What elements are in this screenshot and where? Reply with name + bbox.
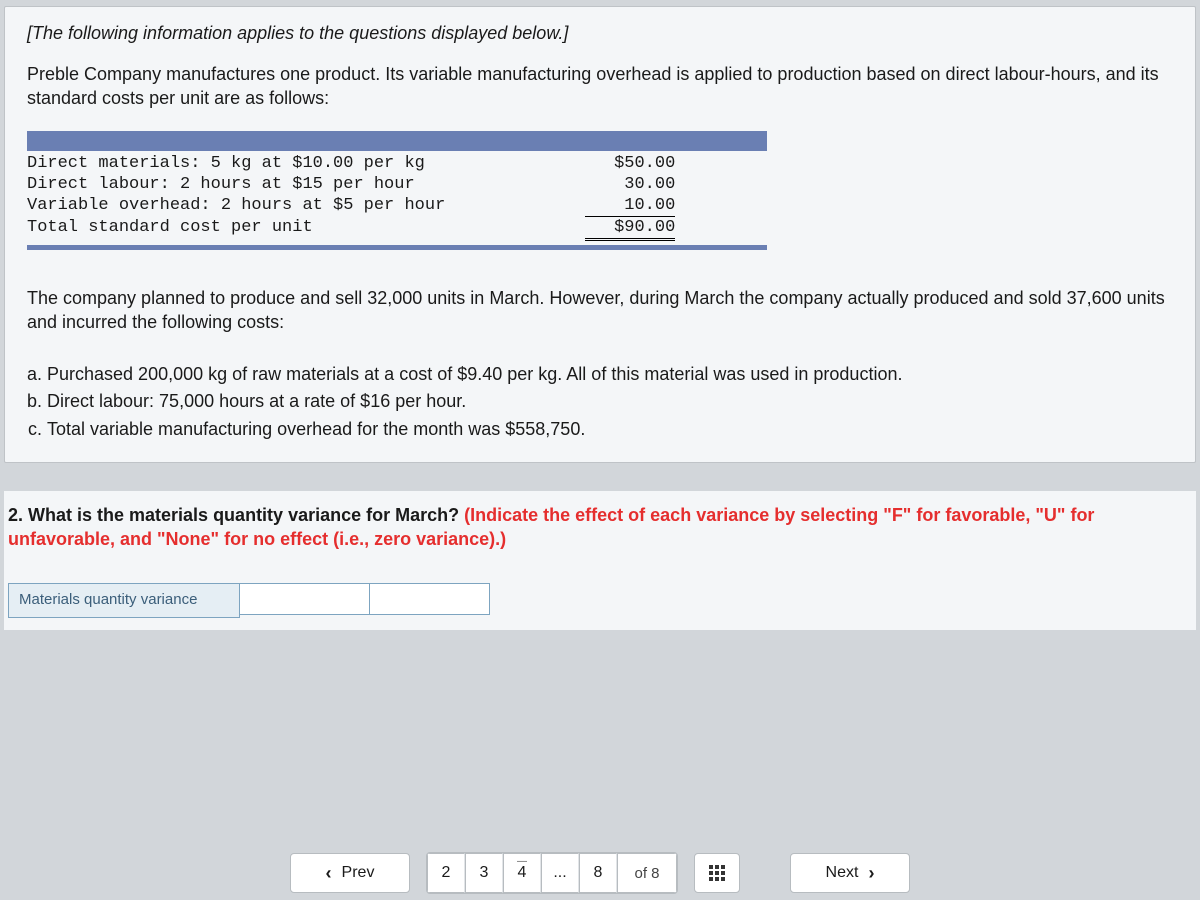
page-total-label: of 8 [617, 853, 677, 893]
page-button[interactable]: 8 [579, 853, 617, 893]
cost-desc: Total standard cost per unit [27, 216, 585, 239]
chevron-right-icon: › [868, 863, 874, 884]
next-label: Next [826, 864, 859, 882]
page-number: 2 [442, 864, 451, 882]
standard-cost-block: Direct materials: 5 kg at $10.00 per kg … [27, 131, 1173, 250]
page-ellipsis: ... [541, 853, 579, 893]
table-row: Direct labour: 2 hours at $15 per hour 3… [27, 174, 675, 195]
cost-desc: Variable overhead: 2 hours at $5 per hou… [27, 195, 585, 217]
cost-amount: $50.00 [585, 153, 675, 174]
variance-amount-input[interactable] [240, 583, 370, 615]
table-row: Direct materials: 5 kg at $10.00 per kg … [27, 153, 675, 174]
list-item: Total variable manufacturing overhead fo… [47, 417, 1173, 442]
page-button[interactable]: ― 4 [503, 853, 541, 893]
intro-paragraph: Preble Company manufactures one product.… [27, 62, 1173, 111]
cost-desc: Direct labour: 2 hours at $15 per hour [27, 174, 585, 195]
question-grid-button[interactable] [694, 853, 740, 893]
chevron-left-icon: ‹ [326, 863, 332, 884]
answer-row: Materials quantity variance [8, 583, 1192, 617]
cost-amount-total: $90.00 [585, 216, 675, 239]
answer-label-cell: Materials quantity variance [8, 583, 240, 617]
next-button[interactable]: Next › [790, 853, 910, 893]
list-item: Purchased 200,000 kg of raw materials at… [47, 362, 1173, 387]
page-number: 8 [594, 864, 603, 882]
question-context-panel: [The following information applies to th… [4, 6, 1196, 463]
prev-label: Prev [342, 864, 375, 882]
ellipsis-label: ... [553, 864, 566, 882]
cost-desc: Direct materials: 5 kg at $10.00 per kg [27, 153, 585, 174]
page-button[interactable]: 2 [427, 853, 465, 893]
page-number: 3 [480, 864, 489, 882]
cost-amount: 10.00 [585, 195, 675, 217]
table-top-bar [27, 131, 767, 151]
grid-icon [709, 865, 725, 881]
table-row: Variable overhead: 2 hours at $5 per hou… [27, 195, 675, 217]
link-icon: ― [517, 856, 527, 867]
table-bottom-bar [27, 245, 767, 250]
list-item: Direct labour: 75,000 hours at a rate of… [47, 389, 1173, 414]
variance-effect-select[interactable] [370, 583, 490, 615]
cost-facts-list: Purchased 200,000 kg of raw materials at… [27, 362, 1173, 442]
standard-cost-table: Direct materials: 5 kg at $10.00 per kg … [27, 153, 675, 241]
page-number-group: 2 3 ― 4 ... 8 of 8 [426, 852, 678, 894]
actual-paragraph: The company planned to produce and sell … [27, 286, 1173, 335]
cost-amount: 30.00 [585, 174, 675, 195]
question-pager: ‹ Prev 2 3 ― 4 ... 8 of 8 Next › [0, 852, 1200, 894]
question-2-panel: 2. What is the materials quantity varian… [4, 491, 1196, 630]
prev-button[interactable]: ‹ Prev [290, 853, 410, 893]
table-row-total: Total standard cost per unit $90.00 [27, 216, 675, 239]
context-note: [The following information applies to th… [27, 23, 1173, 44]
question-2-lead: 2. What is the materials quantity varian… [8, 505, 464, 525]
page-button[interactable]: 3 [465, 853, 503, 893]
